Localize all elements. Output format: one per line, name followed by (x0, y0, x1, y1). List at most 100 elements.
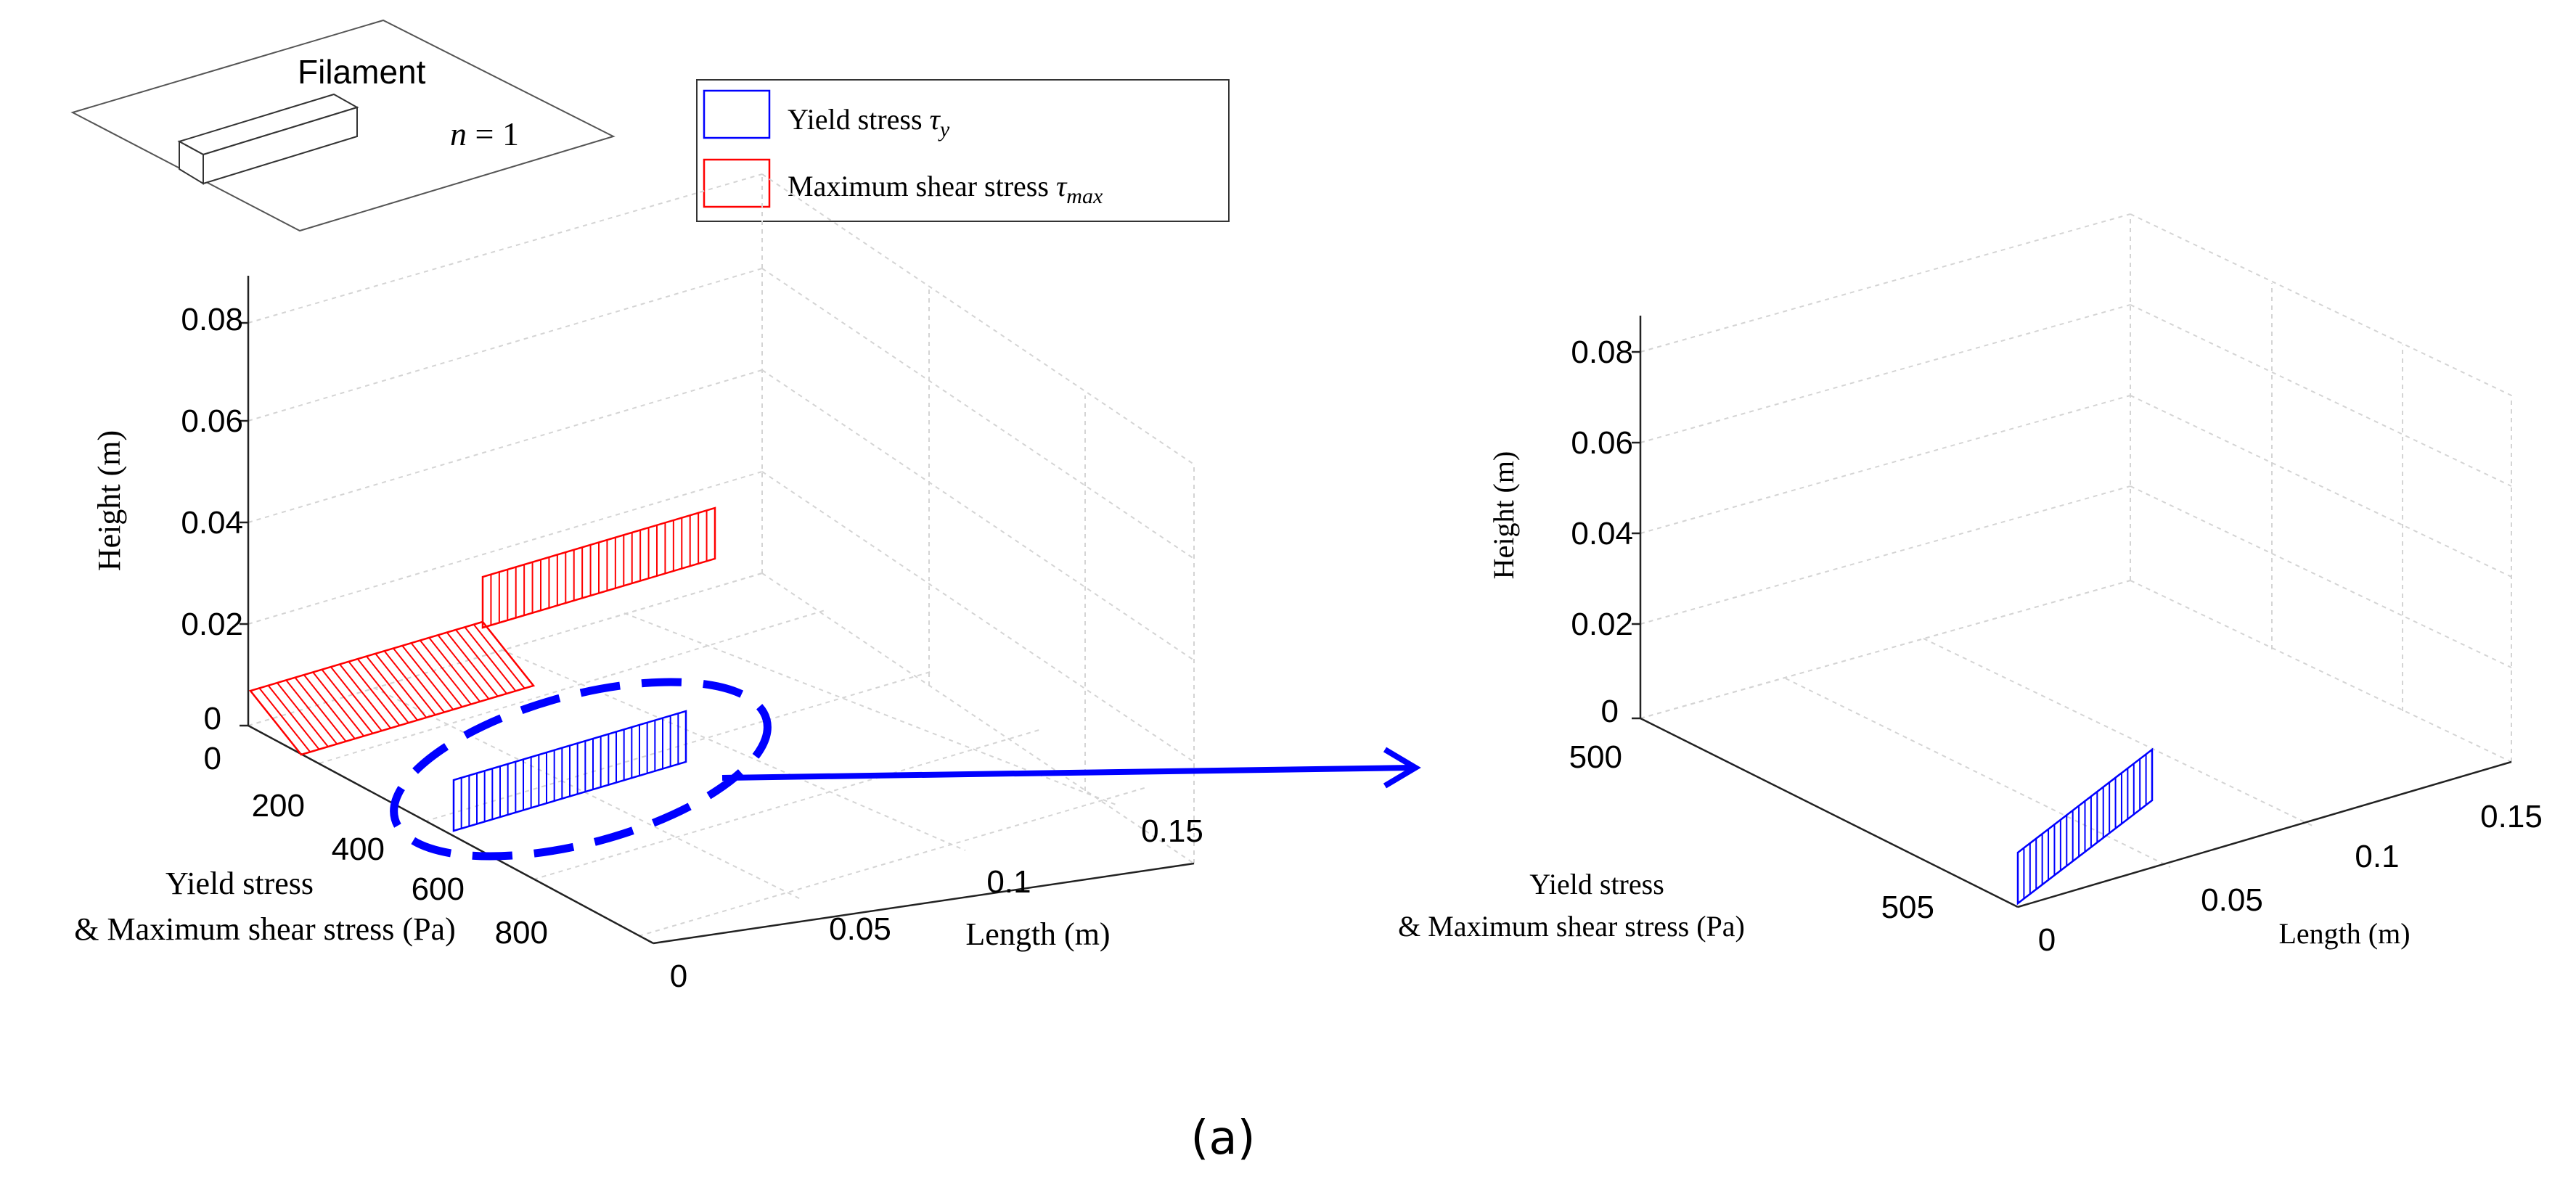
max-shear-bar-lower-hatch (393, 647, 445, 713)
max-shear-bar-lower-hatch (294, 677, 347, 742)
y-tick-label: 400 (332, 832, 385, 867)
grid-line (373, 687, 803, 900)
z-tick-label: 0.08 (181, 302, 243, 337)
legend-yield-text: Yield stress (788, 103, 930, 136)
grid-line (761, 268, 1195, 559)
max-shear-bar-lower-hatch (258, 687, 311, 752)
x-axis-label: Length (m) (2278, 917, 2410, 950)
y-tick-label: 600 (412, 871, 465, 907)
max-shear-bar-lower-hatch (348, 661, 401, 726)
grid-line (500, 649, 966, 851)
max-shear-bar-upper-outline (481, 506, 716, 629)
inset-filament-side (203, 106, 358, 185)
grid-line (2130, 304, 2512, 487)
max-shear-bar-lower-hatch (375, 653, 428, 718)
plot-right-grid (1640, 213, 2512, 908)
max-shear-bar-lower-hatch (312, 671, 364, 737)
plot-left-y-axis (248, 724, 654, 945)
grid-line (248, 572, 763, 726)
x-tick-label: 0 (670, 959, 687, 994)
grid-line (533, 729, 1042, 880)
grid-line (2130, 395, 2512, 578)
x-tick-label: 0.05 (2201, 882, 2263, 918)
max-shear-bar-lower-hatch (383, 650, 436, 715)
grid-line (1640, 304, 2131, 443)
legend-label-yield: Yield stress τy (788, 103, 950, 141)
max-shear-bar-lower-hatch (303, 674, 356, 739)
z-tick-label: 0.04 (181, 505, 243, 541)
legend-yield-sub: y (938, 118, 950, 141)
z-axis-label: Height (m) (1487, 451, 1520, 580)
plot-right-x-axis (2017, 760, 2512, 908)
z-tick-label: 0 (1601, 694, 1619, 729)
legend-box (696, 79, 1230, 222)
z-tick-label: 0.08 (1571, 335, 1633, 370)
x-tick-label: 0.1 (2355, 839, 2399, 874)
legend-yield-symbol: τ (930, 103, 941, 136)
y-tick-label: 0 (204, 741, 221, 776)
plot-right-y-axis (1640, 717, 2019, 908)
x-tick-label: 0 (2038, 922, 2056, 958)
y-tick-label: 505 (1881, 890, 1934, 925)
inset-plate (70, 19, 616, 232)
y-axis-label-line1: Yield stress (1529, 868, 1664, 900)
max-shear-bar-lower-hatch (401, 645, 454, 710)
inset-n-eq: = 1 (467, 115, 519, 152)
z-tick-label: 0.02 (1571, 607, 1633, 642)
max-shear-bar-lower-hatch (446, 631, 499, 697)
grid-line (1640, 580, 2131, 719)
plot-left-blue-series (452, 710, 687, 832)
max-shear-bar-lower-hatch (267, 685, 320, 750)
inset-filament-label: Filament (298, 53, 426, 91)
z-tick-label: 0.06 (1571, 425, 1633, 461)
legend-swatch-yield (703, 89, 771, 139)
max-shear-bar-lower-hatch (330, 666, 383, 731)
y-tick-label: 200 (252, 788, 305, 824)
x-tick-label: 0.15 (1141, 813, 1203, 849)
plot-left-grid (248, 173, 1195, 944)
grid-line (623, 612, 1119, 806)
max-shear-bar-lower-hatch (366, 655, 418, 721)
grid-line (1640, 395, 2131, 534)
plot-left-x-axis (653, 862, 1195, 945)
filament-inset: Filament n = 1 (70, 19, 616, 232)
grid-line (1640, 485, 2131, 625)
figure-caption: (a) (1190, 1112, 1255, 1165)
x-tick-label: 0.05 (829, 911, 891, 947)
grid-line (761, 471, 1195, 763)
grid-line (1640, 213, 2131, 353)
grid-line (2130, 580, 2512, 763)
inset-n-label: n = 1 (450, 115, 519, 152)
z-tick-label: 0 (204, 701, 221, 736)
max-shear-bar-lower-hatch (455, 629, 507, 694)
legend-label-maxshear: Maximum shear stress τmax (788, 170, 1103, 208)
z-axis-label: Height (m) (91, 430, 127, 571)
plot-left: 0 0.02 0.04 0.06 0.08 Height (m) 0 200 4… (74, 173, 1203, 994)
legend-maxshear-symbol: τ (1056, 170, 1068, 202)
max-shear-bar-lower-hatch (420, 639, 472, 705)
z-tick-label: 0.02 (181, 607, 243, 642)
max-shear-bar-lower-hatch (473, 624, 526, 689)
yield-stress-bar-zoom-outline (2016, 747, 2154, 906)
grid-line (248, 268, 763, 422)
grid-line (248, 471, 763, 625)
grid-line (1923, 638, 2316, 828)
x-tick-label: 0.1 (986, 864, 1031, 900)
legend: Yield stress τy Maximum shear stress τma… (696, 79, 1230, 222)
y-axis-label-line2: & Maximum shear stress (Pa) (1398, 910, 1745, 943)
max-shear-bar-lower-hatch (410, 642, 463, 707)
max-shear-bar-lower-hatch (464, 626, 517, 691)
y-tick-label: 800 (495, 915, 548, 951)
inset-n-var: n (450, 115, 467, 152)
legend-maxshear-text: Maximum shear stress (788, 170, 1056, 202)
grid-line (2130, 213, 2512, 396)
grid-line (319, 609, 828, 764)
legend-swatch-maxshear (703, 158, 771, 208)
zoom-callout (390, 678, 1421, 861)
y-axis-label-line2: & Maximum shear stress (Pa) (74, 911, 455, 947)
y-axis-label-line1: Yield stress (165, 866, 314, 901)
grid-line (761, 369, 1195, 661)
legend-maxshear-sub: max (1066, 184, 1103, 208)
max-shear-bar-lower-hatch (277, 682, 329, 747)
